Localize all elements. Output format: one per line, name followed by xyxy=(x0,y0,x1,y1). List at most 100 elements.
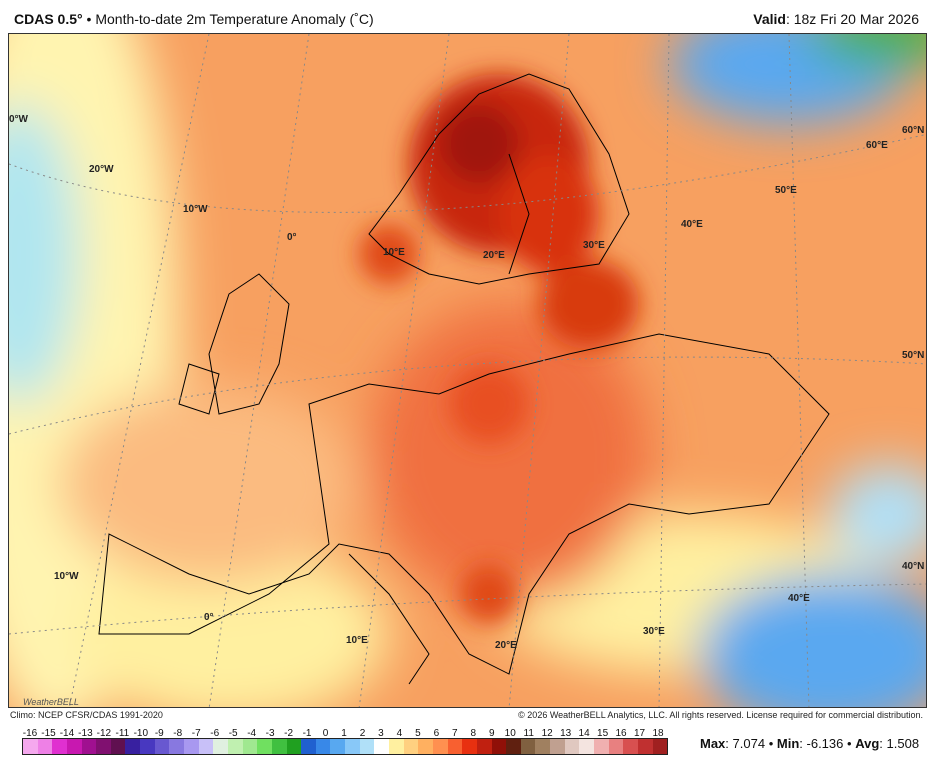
colorbar-swatch xyxy=(257,739,272,754)
colorbar-tick-label: 7 xyxy=(452,728,458,739)
colorbar-tick-label: 0 xyxy=(322,728,329,739)
colorbar-swatch xyxy=(110,739,126,754)
colorbar-tick-label: 11 xyxy=(523,728,534,739)
colorbar-swatch xyxy=(550,739,565,754)
grid-label: 10°E xyxy=(346,635,368,646)
map-title: CDAS 0.5° • Month-to-date 2m Temperature… xyxy=(14,11,374,27)
colorbar-swatch xyxy=(608,739,624,754)
colorbar-tick-label: -14 xyxy=(59,728,75,739)
grid-label: 20°E xyxy=(495,640,517,651)
colorbar-tick-label: 18 xyxy=(652,728,664,739)
grid-label: 60°E xyxy=(866,140,888,151)
colorbar-tick-label: 10 xyxy=(504,728,516,739)
colorbar-swatch xyxy=(125,739,141,754)
colorbar-swatch xyxy=(184,739,199,754)
grid-label: 10°W xyxy=(54,571,79,582)
grid-label: 50°N xyxy=(902,350,925,361)
colorbar-tick-label: 2 xyxy=(359,728,366,739)
colorbar-swatch xyxy=(66,739,82,754)
colorbar-tick-label: -2 xyxy=(284,728,294,739)
grid-label: 60°N xyxy=(902,125,925,136)
colorbar-tick-label: 6 xyxy=(433,728,440,739)
colorbar-swatch xyxy=(81,739,97,754)
colorbar-tick-label: 1 xyxy=(341,728,347,739)
colorbar-tick-label: 5 xyxy=(415,728,421,739)
grid-label: 40°E xyxy=(681,219,703,230)
colorbar-swatch xyxy=(623,739,638,754)
colorbar-tick-label: -1 xyxy=(302,728,312,739)
colorbar-swatch xyxy=(169,739,185,754)
colorbar-swatch xyxy=(359,739,375,754)
grid-label: 50°E xyxy=(775,185,797,196)
colorbar-tick-label: -7 xyxy=(191,728,201,739)
colorbar-swatch xyxy=(271,739,287,754)
colorbar-swatch xyxy=(506,739,521,754)
grid-label: 0°W xyxy=(9,114,28,125)
colorbar-swatch xyxy=(330,739,346,754)
colorbar-swatch xyxy=(52,739,67,754)
grid-label: 30°E xyxy=(583,240,605,251)
colorbar-swatch xyxy=(476,739,492,754)
colorbar-swatch xyxy=(389,739,404,754)
grid-label: 40°N xyxy=(902,561,925,572)
grid-label: 10°E xyxy=(383,247,405,258)
colorbar-swatch xyxy=(403,739,419,754)
colorbar-tick-label: 14 xyxy=(578,728,590,739)
colorbar-tick-label: 3 xyxy=(378,728,384,739)
grid-label: 10°W xyxy=(183,204,208,215)
grid-label: 0° xyxy=(287,232,297,243)
grid-label: 20°E xyxy=(483,250,505,261)
colorbar-tick-label: -5 xyxy=(228,728,238,739)
colorbar-swatch xyxy=(447,739,463,754)
stats: Max: 7.074 • Min: -6.136 • Avg: 1.508 xyxy=(700,736,920,751)
colorbar-swatch xyxy=(242,739,258,754)
colorbar-tick-label: 4 xyxy=(396,728,403,739)
grid-label: 0° xyxy=(204,612,214,623)
colorbar-tick-label: -10 xyxy=(133,728,149,739)
colorbar-swatch xyxy=(579,739,594,754)
colorbar-swatch xyxy=(37,739,53,754)
colorbar-swatch xyxy=(593,739,609,754)
anomaly-map[interactable]: 0°W 20°W 10°W 0° 10°E 20°E 30°E 40°E 50°… xyxy=(8,33,927,708)
colorbar-ticks: -16 -15 -14 -13 -12 -11 -10 -9 -8 -7 -6 -5 -4 -3 -2 -1 0… xyxy=(22,728,666,739)
colorbar-swatch xyxy=(462,739,477,754)
colorbar-tick-label: -13 xyxy=(78,728,93,739)
colorbar-swatch xyxy=(23,739,38,754)
valid-time: Valid: 18z Fri 20 Mar 2026 xyxy=(753,11,919,27)
colorbar-swatch xyxy=(418,739,433,754)
copyright: © 2026 WeatherBELL Analytics, LLC. All r… xyxy=(518,710,923,720)
colorbar-tick-label: -16 xyxy=(22,728,38,739)
colorbar-swatch xyxy=(301,739,316,754)
colorbar-tick-label: 13 xyxy=(560,728,572,739)
grid-label: 40°E xyxy=(788,593,810,604)
colorbar-swatch xyxy=(491,739,507,754)
colorbar-tick-label: 17 xyxy=(633,728,646,739)
colorbar-tick-label: -12 xyxy=(96,728,112,739)
weatherbell-logo: WeatherBELL xyxy=(23,697,79,707)
colorbar-swatch xyxy=(213,739,228,754)
colorbar-swatch xyxy=(535,739,551,754)
climo-note: Climo: NCEP CFSR/CDAS 1991-2020 xyxy=(10,710,163,720)
colorbar-swatch xyxy=(140,739,155,754)
colorbar-tick-label: -9 xyxy=(154,728,164,739)
colorbar-swatch xyxy=(520,739,536,754)
colorbar xyxy=(22,738,668,755)
colorbar-tick-label: -8 xyxy=(173,728,183,739)
colorbar-swatch xyxy=(345,739,360,754)
map-field xyxy=(9,34,926,707)
colorbar-tick-label: -15 xyxy=(41,728,56,739)
colorbar-swatch xyxy=(374,739,390,754)
colorbar-tick-label: -6 xyxy=(210,728,220,739)
colorbar-tick-label: -3 xyxy=(265,728,275,739)
colorbar-tick-label: -11 xyxy=(115,728,130,739)
colorbar-swatch xyxy=(315,739,331,754)
colorbar-swatch xyxy=(652,739,668,754)
colorbar-swatch xyxy=(198,739,214,754)
colorbar-swatch xyxy=(286,739,302,754)
colorbar-swatch xyxy=(227,739,243,754)
colorbar-tick-label: 15 xyxy=(597,728,609,739)
colorbar-tick-label: 12 xyxy=(541,728,553,739)
colorbar-swatch xyxy=(564,739,580,754)
colorbar-swatch xyxy=(432,739,448,754)
colorbar-swatch xyxy=(637,739,653,754)
